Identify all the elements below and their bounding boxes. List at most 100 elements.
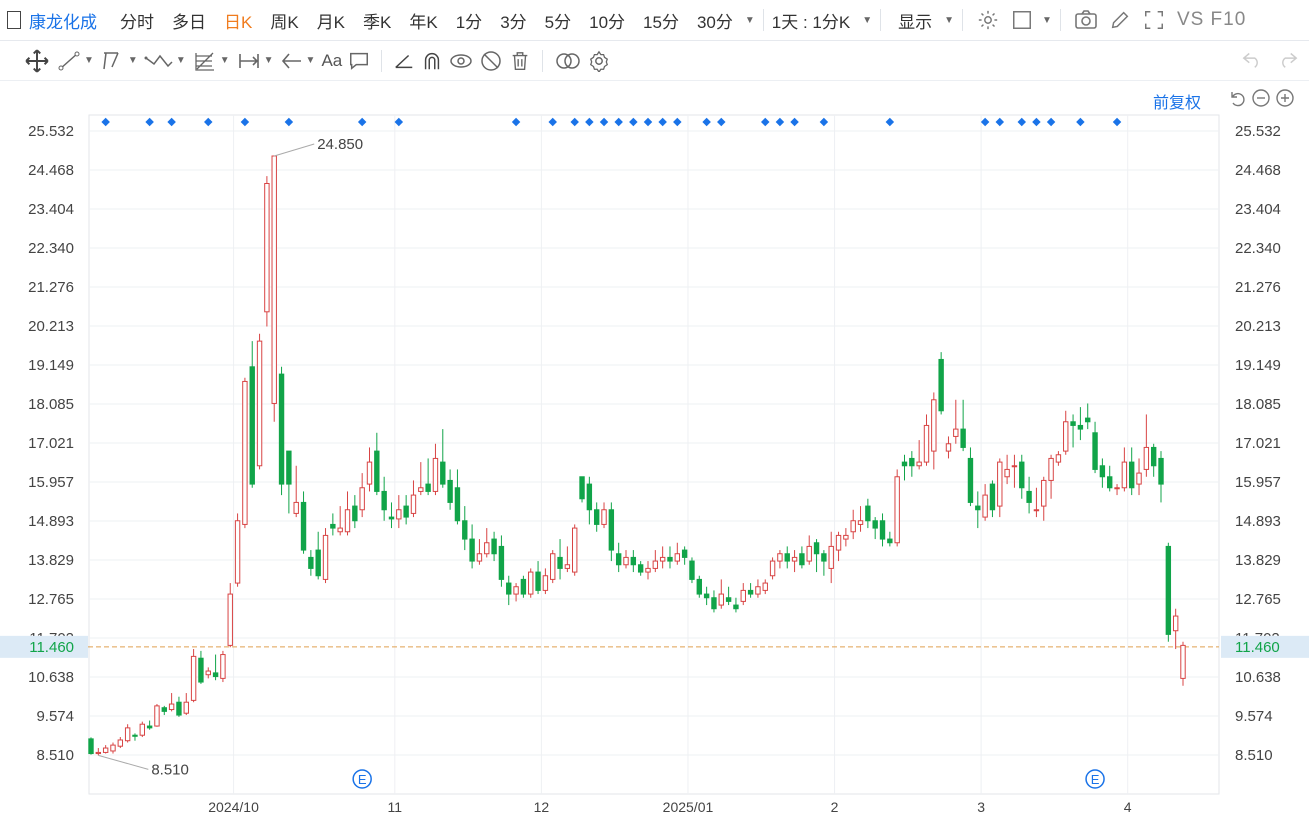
candle-body[interactable] bbox=[381, 490, 387, 511]
arrow-tool-icon[interactable]: ▼ bbox=[280, 46, 315, 76]
candle-body[interactable] bbox=[344, 509, 351, 533]
event-dot-marker[interactable] bbox=[658, 117, 667, 127]
candle-body[interactable] bbox=[432, 457, 439, 492]
event-dot-marker[interactable] bbox=[629, 117, 638, 127]
event-dot-marker[interactable] bbox=[717, 117, 726, 127]
candle-body[interactable] bbox=[110, 744, 116, 752]
event-dot-marker[interactable] bbox=[775, 117, 785, 127]
candle-body[interactable] bbox=[95, 751, 102, 755]
candle-body[interactable] bbox=[278, 373, 285, 485]
event-dot-marker[interactable] bbox=[548, 117, 557, 127]
event-dot-marker[interactable] bbox=[1046, 117, 1056, 127]
candle-body[interactable] bbox=[454, 487, 461, 522]
candle-body[interactable] bbox=[528, 571, 534, 595]
candle-body[interactable] bbox=[909, 457, 915, 467]
candle-body[interactable] bbox=[872, 520, 878, 529]
event-dot-marker[interactable] bbox=[643, 117, 653, 127]
period-tab[interactable]: 分时 bbox=[120, 12, 154, 32]
candle-body[interactable] bbox=[491, 538, 497, 555]
candle-body[interactable] bbox=[286, 450, 292, 485]
fib-tool-icon[interactable]: ▼ bbox=[192, 46, 230, 76]
candle-body[interactable] bbox=[645, 567, 651, 573]
candle-body[interactable] bbox=[117, 739, 124, 747]
candle-body[interactable] bbox=[923, 424, 930, 463]
candle-body[interactable] bbox=[1180, 644, 1186, 679]
chevron-down-icon[interactable]: ▼ bbox=[862, 14, 873, 26]
candle-body[interactable] bbox=[967, 457, 974, 503]
event-dot-marker[interactable] bbox=[570, 117, 579, 127]
event-dot-marker[interactable] bbox=[599, 117, 609, 127]
candle-body[interactable] bbox=[865, 505, 871, 522]
candle-body[interactable] bbox=[256, 340, 263, 467]
candle-body[interactable] bbox=[681, 549, 688, 558]
candle-body[interactable] bbox=[1158, 457, 1164, 485]
candle-body[interactable] bbox=[1055, 454, 1062, 463]
period-tab[interactable]: 3分 bbox=[500, 12, 527, 32]
candle-body[interactable] bbox=[330, 523, 336, 529]
candle-body[interactable] bbox=[740, 589, 746, 602]
candle-body[interactable] bbox=[1121, 461, 1128, 489]
candle-body[interactable] bbox=[234, 520, 241, 584]
candle-body[interactable] bbox=[894, 476, 900, 544]
earnings-event-icon[interactable] bbox=[1085, 769, 1105, 789]
candle-body[interactable] bbox=[806, 545, 812, 562]
event-dot-marker[interactable] bbox=[819, 117, 829, 127]
candle-body[interactable] bbox=[659, 556, 666, 562]
text-tool-icon[interactable]: Aa bbox=[321, 50, 343, 70]
candle-body[interactable] bbox=[1019, 461, 1025, 489]
candle-body[interactable] bbox=[857, 520, 864, 525]
candle-body[interactable] bbox=[1026, 490, 1032, 503]
candle-body[interactable] bbox=[535, 571, 541, 591]
candle-body[interactable] bbox=[476, 553, 483, 562]
candle-body[interactable] bbox=[975, 505, 981, 511]
candle-body[interactable] bbox=[1063, 421, 1069, 452]
candle-body[interactable] bbox=[608, 509, 615, 551]
candle-body[interactable] bbox=[637, 564, 644, 573]
fullscreen-icon[interactable] bbox=[1140, 6, 1168, 34]
camera-icon[interactable] bbox=[1072, 6, 1100, 34]
zoom-out-icon[interactable] bbox=[1251, 88, 1271, 113]
candle-body[interactable] bbox=[183, 701, 189, 714]
candle-body[interactable] bbox=[887, 538, 893, 544]
candle-body[interactable] bbox=[1011, 465, 1018, 468]
candle-body[interactable] bbox=[784, 553, 790, 562]
candle-body[interactable] bbox=[674, 553, 681, 562]
event-dot-marker[interactable] bbox=[101, 117, 110, 127]
candle-body[interactable] bbox=[755, 586, 761, 595]
event-dot-marker[interactable] bbox=[1017, 117, 1027, 127]
event-dot-marker[interactable] bbox=[673, 117, 682, 127]
event-dot-marker[interactable] bbox=[357, 117, 367, 127]
candle-body[interactable] bbox=[703, 593, 710, 599]
candle-body[interactable] bbox=[264, 182, 270, 313]
candle-body[interactable] bbox=[410, 494, 417, 514]
sidebar-toggle-icon[interactable] bbox=[7, 11, 21, 29]
candle-body[interactable] bbox=[154, 705, 160, 727]
candle-body[interactable] bbox=[520, 578, 527, 595]
candle-body[interactable] bbox=[725, 597, 732, 602]
event-dot-marker[interactable] bbox=[885, 117, 895, 127]
candle-body[interactable] bbox=[601, 509, 607, 525]
event-dot-marker[interactable] bbox=[614, 117, 623, 127]
chevron-down-icon[interactable]: ▼ bbox=[744, 14, 755, 26]
candle-body[interactable] bbox=[300, 501, 307, 551]
candle-body[interactable] bbox=[1172, 615, 1179, 632]
candle-body[interactable] bbox=[821, 553, 827, 562]
candle-body[interactable] bbox=[1041, 479, 1047, 507]
chevron-down-icon[interactable]: ▼ bbox=[1042, 14, 1052, 26]
candle-body[interactable] bbox=[308, 556, 314, 569]
candle-body[interactable] bbox=[161, 707, 167, 712]
candle-body[interactable] bbox=[198, 657, 204, 683]
candle-body[interactable] bbox=[388, 516, 395, 520]
candle-body[interactable] bbox=[440, 461, 446, 485]
period-tab[interactable]: 日K bbox=[224, 12, 253, 32]
candle-body[interactable] bbox=[747, 589, 754, 595]
magnet-icon[interactable] bbox=[421, 46, 443, 76]
note-icon[interactable] bbox=[348, 46, 370, 76]
candle-body[interactable] bbox=[1165, 545, 1172, 635]
candle-body[interactable] bbox=[564, 564, 571, 569]
candle-body[interactable] bbox=[615, 553, 622, 566]
candle-body[interactable] bbox=[835, 534, 842, 551]
candle-body[interactable] bbox=[557, 556, 563, 569]
angle-tool-icon[interactable] bbox=[393, 46, 415, 76]
candle-body[interactable] bbox=[586, 483, 593, 511]
